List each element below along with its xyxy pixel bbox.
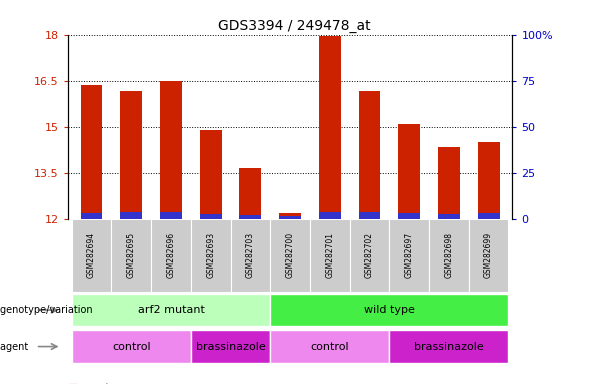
Text: GSM282699: GSM282699 (484, 232, 493, 278)
Text: brassinazole: brassinazole (414, 341, 484, 352)
Text: GSM282702: GSM282702 (365, 232, 374, 278)
Text: arf2 mutant: arf2 mutant (137, 305, 204, 315)
Text: control: control (112, 341, 151, 352)
Text: wild type: wild type (364, 305, 415, 315)
Bar (72, 330, 191, 363)
Bar (389, 219, 429, 292)
Bar (270, 294, 508, 326)
Text: GDS3394 / 249478_at: GDS3394 / 249478_at (218, 19, 371, 33)
Bar (270, 219, 310, 292)
Bar (72, 294, 270, 326)
Bar (438, 214, 460, 219)
Bar (270, 330, 389, 363)
Bar (120, 91, 142, 212)
Bar (200, 214, 221, 219)
Bar (359, 91, 380, 212)
Text: GSM282695: GSM282695 (127, 232, 135, 278)
Bar (151, 219, 191, 292)
Bar (429, 219, 469, 292)
Bar (120, 212, 142, 219)
Bar (389, 330, 508, 363)
Text: GSM282697: GSM282697 (405, 232, 413, 278)
Bar (160, 212, 182, 219)
Text: agent: agent (0, 341, 35, 352)
Text: GSM282703: GSM282703 (246, 232, 255, 278)
Bar (81, 85, 102, 214)
Text: count: count (81, 383, 110, 384)
Bar (350, 219, 389, 292)
Bar (160, 81, 182, 212)
Text: ■: ■ (68, 383, 78, 384)
Bar (279, 216, 301, 219)
Bar (310, 219, 350, 292)
Text: GSM282700: GSM282700 (286, 232, 294, 278)
Bar (478, 214, 499, 219)
Bar (478, 142, 499, 214)
Bar (319, 212, 340, 219)
Bar (240, 168, 262, 215)
Text: GSM282694: GSM282694 (87, 232, 96, 278)
Bar (398, 214, 420, 219)
Bar (230, 219, 270, 292)
Bar (240, 215, 262, 219)
Text: genotype/variation: genotype/variation (0, 305, 99, 315)
Bar (438, 147, 460, 214)
Text: GSM282698: GSM282698 (445, 232, 454, 278)
Bar (81, 214, 102, 219)
Bar (72, 219, 111, 292)
Bar (191, 330, 270, 363)
Text: GSM282696: GSM282696 (167, 232, 176, 278)
Text: GSM282701: GSM282701 (325, 232, 335, 278)
Bar (279, 213, 301, 216)
Bar (111, 219, 151, 292)
Bar (200, 130, 221, 214)
Bar (191, 219, 230, 292)
Text: control: control (310, 341, 349, 352)
Text: brassinazole: brassinazole (196, 341, 266, 352)
Bar (469, 219, 508, 292)
Bar (359, 212, 380, 219)
Text: GSM282693: GSM282693 (206, 232, 215, 278)
Bar (398, 124, 420, 214)
Bar (319, 36, 340, 212)
